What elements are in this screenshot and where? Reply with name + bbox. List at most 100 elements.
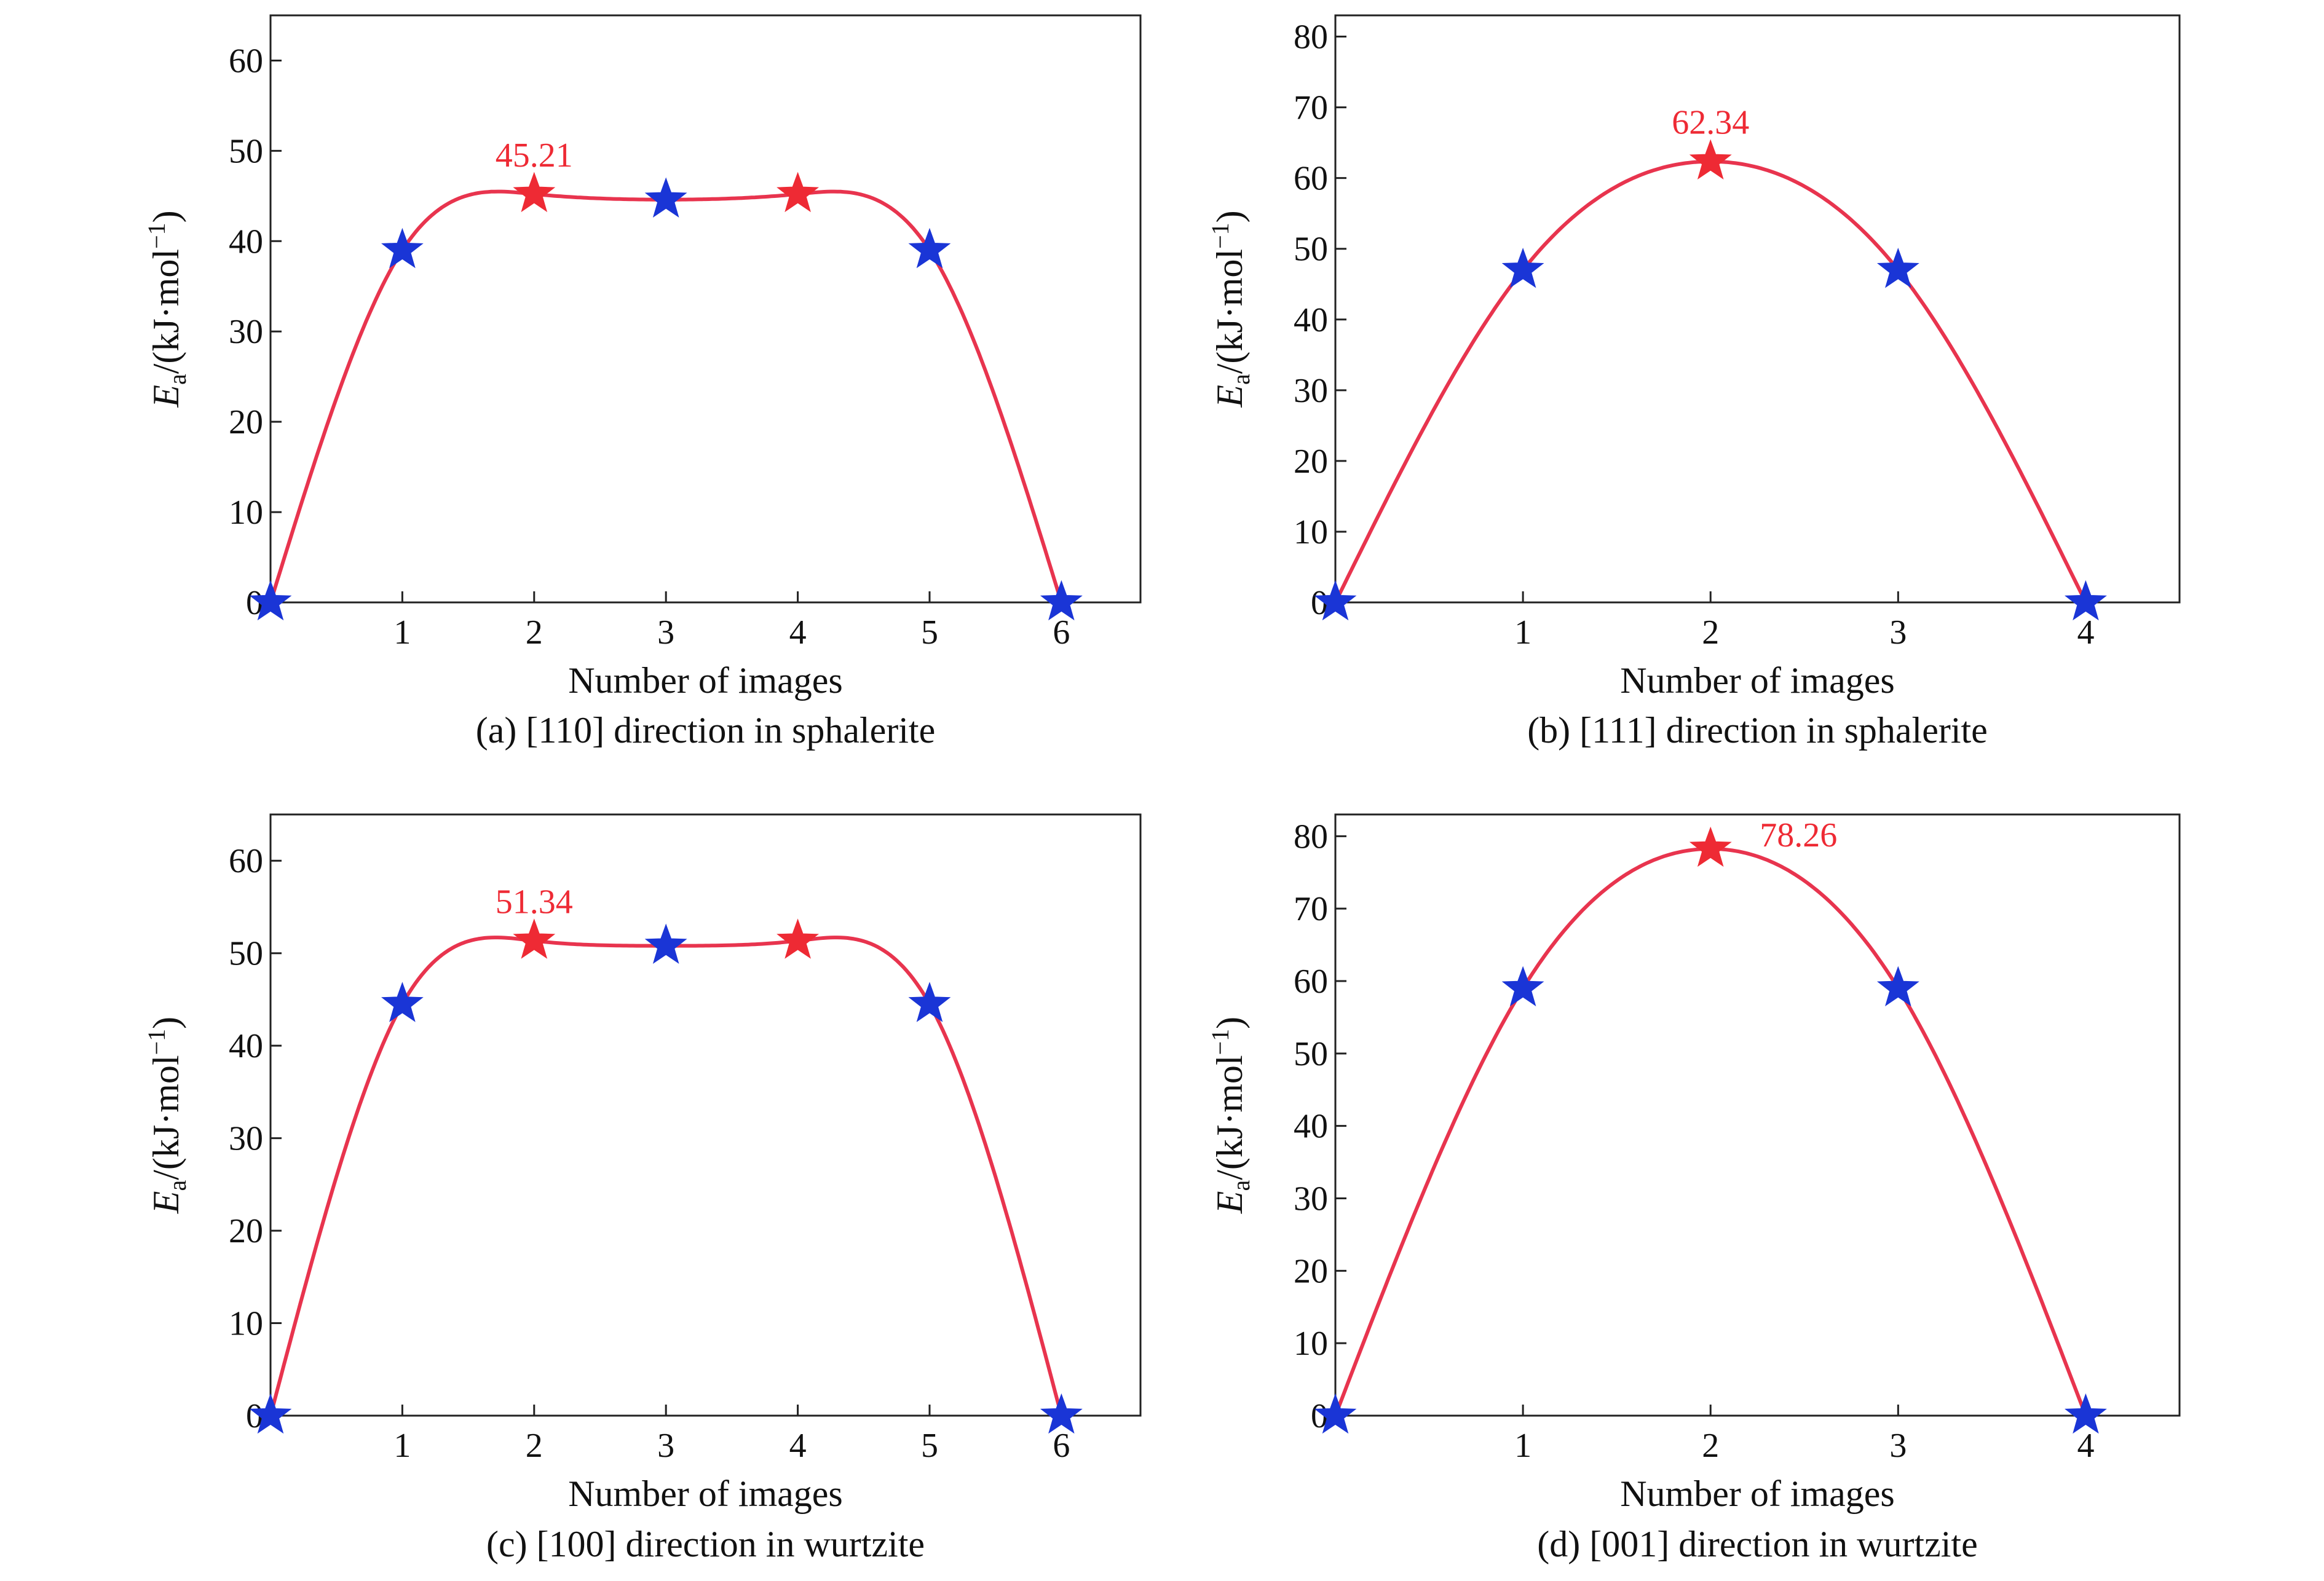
y-tick-label: 10 [1294, 1325, 1328, 1363]
x-tick-label: 3 [1889, 613, 1907, 652]
y-tick-label: 70 [1294, 89, 1328, 127]
y-tick-label: 30 [1294, 1180, 1328, 1218]
plot-frame [269, 14, 1142, 604]
peak-point-marker [777, 172, 819, 213]
x-tick-label: 5 [921, 613, 938, 652]
plot-frame [269, 813, 1142, 1417]
data-point-marker [249, 1393, 292, 1434]
data-point-marker [1040, 580, 1083, 621]
y-tick-label: 20 [229, 403, 263, 441]
data-point-marker [644, 923, 687, 964]
y-axis-label: Ea/(kJ·mol−1) [1206, 210, 1255, 408]
x-axis-label: Number of images [568, 1473, 843, 1514]
peak-point-marker [513, 172, 556, 213]
data-point-marker [2065, 580, 2107, 621]
series-line [269, 189, 1064, 604]
x-tick-label: 3 [657, 1427, 674, 1465]
y-axis-label: Ea/(kJ·mol−1) [143, 1017, 191, 1214]
data-point-marker [908, 227, 951, 269]
data-point-marker [381, 227, 424, 269]
y-tick-label: 50 [229, 935, 263, 973]
x-tick-label: 2 [1702, 1427, 1719, 1465]
y-axis-label: Ea/(kJ·mol−1) [1206, 1017, 1255, 1214]
y-tick-label: 60 [1294, 963, 1328, 1001]
peak-point-marker [777, 918, 819, 959]
y-tick-label: 80 [1294, 818, 1328, 856]
peak-point-marker [1689, 139, 1732, 179]
data-point-marker [249, 580, 292, 621]
panel-caption: (b) [111] direction in sphalerite [1527, 710, 1988, 751]
x-tick-label: 4 [2077, 613, 2094, 652]
y-tick-label: 50 [1294, 1035, 1328, 1073]
y-tick-label: 20 [229, 1212, 263, 1250]
y-tick-label: 30 [229, 313, 263, 351]
x-tick-label: 1 [1514, 613, 1532, 652]
y-tick-label: 50 [1294, 231, 1328, 269]
x-tick-label: 1 [393, 1427, 411, 1465]
panel-caption: (d) [001] direction in wurtzite [1537, 1524, 1977, 1564]
x-tick-label: 6 [1053, 1427, 1070, 1465]
series-line [269, 936, 1064, 1417]
y-tick-label: 10 [1294, 513, 1328, 551]
data-point-marker [908, 982, 951, 1022]
x-tick-label: 6 [1053, 613, 1070, 652]
peak-value-label: 62.34 [1672, 104, 1749, 142]
y-tick-label: 30 [229, 1120, 263, 1158]
x-axis-label: Number of images [1620, 1473, 1895, 1514]
data-point-marker [1040, 1393, 1083, 1434]
peak-value-label: 78.26 [1760, 816, 1837, 854]
x-tick-label: 5 [921, 1427, 938, 1465]
panel-caption: (a) [110] direction in sphalerite [476, 710, 935, 751]
y-tick-label: 40 [229, 223, 263, 261]
y-tick-label: 10 [229, 494, 263, 532]
data-point-marker [2065, 1393, 2107, 1434]
x-tick-label: 4 [789, 1427, 807, 1465]
y-tick-label: 70 [1294, 890, 1328, 928]
data-point-marker [644, 177, 687, 218]
plot-frame [1334, 813, 2181, 1417]
peak-value-label: 45.21 [496, 136, 573, 175]
y-tick-label: 20 [1294, 1252, 1328, 1290]
y-tick-label: 40 [1294, 301, 1328, 339]
x-axis-label: Number of images [568, 660, 843, 701]
data-point-marker [1876, 966, 1919, 1007]
x-tick-label: 4 [2077, 1427, 2094, 1465]
y-tick-label: 40 [1294, 1108, 1328, 1146]
panel-caption: (c) [100] direction in wurtzite [486, 1524, 925, 1564]
x-tick-label: 2 [526, 1427, 543, 1465]
y-tick-label: 60 [1294, 160, 1328, 198]
x-tick-label: 2 [526, 613, 543, 652]
x-tick-label: 3 [1889, 1427, 1907, 1465]
peak-point-marker [513, 918, 556, 959]
y-tick-label: 40 [229, 1027, 263, 1065]
y-tick-label: 60 [229, 842, 263, 880]
data-point-marker [381, 982, 424, 1022]
x-tick-label: 2 [1702, 613, 1719, 652]
y-tick-label: 60 [229, 42, 263, 80]
x-tick-label: 1 [1514, 1427, 1532, 1465]
data-point-marker [1314, 580, 1357, 621]
peak-point-marker [1689, 826, 1732, 867]
x-axis-label: Number of images [1620, 660, 1895, 701]
y-tick-label: 50 [229, 132, 263, 170]
data-point-marker [1314, 1393, 1357, 1434]
x-tick-label: 1 [393, 613, 411, 652]
peak-value-label: 51.34 [496, 883, 573, 921]
data-point-marker [1501, 966, 1544, 1007]
y-tick-label: 30 [1294, 372, 1328, 410]
plot-frame [1334, 14, 2181, 604]
y-tick-label: 10 [229, 1305, 263, 1343]
y-tick-label: 80 [1294, 18, 1328, 57]
data-point-marker [1876, 248, 1919, 288]
series-line [1334, 846, 2088, 1417]
y-tick-label: 20 [1294, 443, 1328, 481]
series-line [1334, 159, 2088, 604]
x-tick-label: 3 [657, 613, 674, 652]
x-tick-label: 4 [789, 613, 807, 652]
y-axis-label: Ea/(kJ·mol−1) [143, 210, 191, 408]
